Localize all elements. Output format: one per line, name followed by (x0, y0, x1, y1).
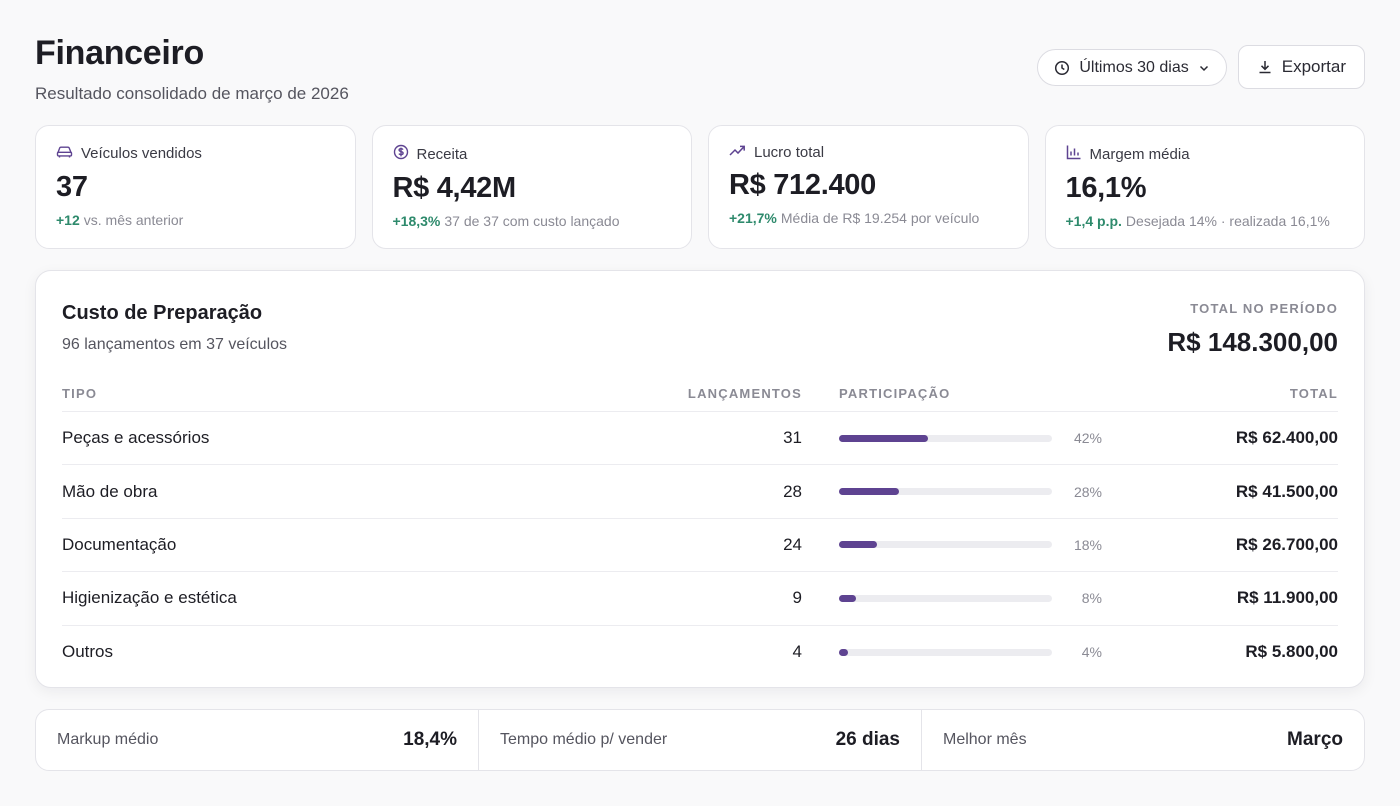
kpi-card-revenue: Receita R$ 4,42M +18,3% 37 de 37 com cust… (371, 125, 692, 249)
kpi-delta: +21,7% (729, 210, 777, 226)
header-actions: Últimos 30 dias Exportar (1037, 45, 1365, 89)
stat-label: Tempo médio p/ vender (500, 731, 668, 748)
kpi-card-average-margin: Margem média 16,1% +1,4 p.p. Desejada 14%… (1044, 125, 1365, 249)
kpi-card-total-profit: Lucro total R$ 712.400 +21,7% Média de R$… (708, 125, 1029, 249)
share-bar-track (839, 434, 1052, 442)
kpi-cards: Veículos vendidos 37 +12 vs. mês anterior… (35, 125, 1365, 249)
stat-markup: Markup médio 18,4% (36, 710, 479, 770)
row-total: R$ 41.500,00 (1235, 481, 1338, 501)
trending-up-icon (729, 144, 746, 161)
stat-value: Março (1287, 729, 1343, 750)
share-bar-fill (839, 488, 899, 496)
row-tipo: Outros (62, 642, 114, 662)
summary-stats: Markup médio 18,4% Tempo médio p/ vender… (35, 709, 1365, 771)
kpi-delta: +1,4 p.p. (1065, 213, 1122, 229)
panel-subtitle: 96 lançamentos em 37 veículos (62, 336, 288, 353)
row-participacao: 18% (802, 537, 1102, 553)
stat-time-to-sell: Tempo médio p/ vender 26 dias (479, 710, 922, 770)
row-total: R$ 26.700,00 (1235, 534, 1338, 554)
bar-chart-icon (1066, 144, 1082, 164)
download-icon (1257, 59, 1273, 75)
chevron-down-icon (1198, 62, 1210, 74)
dollar-circle-icon (393, 144, 409, 164)
panel-total-value: R$ 148.300,00 (1167, 327, 1338, 357)
table-row: Mão de obra 28 28% R$ 41.500,00 (62, 465, 1338, 519)
stat-label: Markup médio (57, 731, 159, 748)
kpi-value: 16,1% (1065, 172, 1147, 204)
panel-title: Custo de Preparação (62, 302, 263, 324)
kpi-note: Desejada 14% · realizada 16,1% (1125, 213, 1330, 229)
column-header-total: TOTAL (1289, 386, 1338, 401)
stat-value: 26 dias (835, 729, 900, 750)
clock-icon (1054, 60, 1070, 76)
row-lancamentos: 4 (792, 642, 802, 662)
kpi-value: R$ 4,42M (392, 172, 517, 204)
row-participacao: 4% (802, 644, 1102, 660)
row-tipo: Peças e acessórios (62, 428, 210, 448)
page-title: Financeiro (35, 34, 204, 72)
table-row: Documentação 24 18% R$ 26.700,00 (62, 519, 1338, 573)
row-total: R$ 5.800,00 (1245, 642, 1338, 662)
share-bar-track (839, 488, 1052, 496)
kpi-note: Média de R$ 19.254 por veículo (780, 210, 980, 226)
row-lancamentos: 28 (783, 481, 802, 501)
share-bar-track (839, 648, 1052, 656)
kpi-label: Lucro total (754, 144, 825, 161)
share-percent: 28% (1073, 483, 1102, 500)
stat-best-month: Melhor mês Março (922, 710, 1364, 770)
share-bar-fill (839, 541, 878, 549)
row-participacao: 8% (802, 590, 1102, 606)
car-icon (56, 144, 73, 163)
share-bar-fill (839, 434, 929, 442)
preparation-cost-panel: Custo de Preparação 96 lançamentos em 37… (35, 270, 1365, 688)
row-lancamentos: 31 (783, 428, 802, 448)
row-lancamentos: 24 (783, 534, 802, 554)
share-percent: 18% (1073, 536, 1102, 553)
table-row: Peças e acessórios 31 42% R$ 62.400,00 (62, 412, 1338, 466)
kpi-value: 37 (56, 171, 88, 203)
share-bar-fill (839, 594, 856, 602)
row-participacao: 42% (802, 430, 1102, 446)
row-participacao: 28% (802, 484, 1102, 500)
cost-table: TIPO LANÇAMENTOS PARTICIPAÇÃO TOTAL Peça… (62, 376, 1338, 679)
page-subtitle: Resultado consolidado de março de 2026 (35, 84, 349, 103)
row-total: R$ 62.400,00 (1235, 428, 1338, 448)
column-header-tipo: TIPO (62, 386, 98, 401)
period-select-button[interactable]: Últimos 30 dias (1037, 49, 1227, 86)
stat-label: Melhor mês (943, 731, 1027, 748)
kpi-label: Margem média (1089, 145, 1190, 163)
share-bar-fill (839, 648, 848, 656)
table-header: TIPO LANÇAMENTOS PARTICIPAÇÃO TOTAL (62, 376, 1338, 412)
export-button[interactable]: Exportar (1237, 45, 1365, 89)
row-tipo: Higienização e estética (62, 588, 237, 608)
kpi-note: 37 de 37 com custo lançado (444, 213, 620, 229)
kpi-label: Receita (416, 145, 468, 163)
row-total: R$ 11.900,00 (1236, 588, 1338, 608)
share-bar-track (839, 594, 1052, 602)
column-header-lancamentos: LANÇAMENTOS (687, 386, 802, 401)
row-tipo: Mão de obra (62, 481, 158, 501)
row-tipo: Documentação (62, 534, 177, 554)
page-header: Financeiro Resultado consolidado de març… (35, 34, 1365, 104)
export-label: Exportar (1281, 57, 1346, 76)
row-lancamentos: 9 (792, 588, 802, 608)
share-percent: 4% (1081, 644, 1102, 661)
kpi-delta: +12 (56, 212, 80, 228)
share-bar-track (839, 541, 1052, 549)
table-row: Outros 4 4% R$ 5.800,00 (62, 626, 1338, 679)
kpi-note: vs. mês anterior (83, 212, 184, 228)
kpi-card-vehicles-sold: Veículos vendidos 37 +12 vs. mês anterior (35, 125, 356, 249)
column-header-participacao: PARTICIPAÇÃO (839, 386, 951, 401)
period-select-label: Últimos 30 dias (1079, 58, 1189, 76)
stat-value: 18,4% (403, 729, 457, 750)
share-percent: 8% (1081, 590, 1102, 607)
kpi-value: R$ 712.400 (729, 169, 876, 201)
kpi-delta: +18,3% (392, 213, 441, 229)
panel-total-label: TOTAL NO PERÍODO (1190, 301, 1338, 316)
kpi-label: Veículos vendidos (81, 145, 202, 162)
share-percent: 42% (1073, 430, 1102, 447)
table-row: Higienização e estética 9 8% R$ 11.900,0… (62, 572, 1338, 626)
